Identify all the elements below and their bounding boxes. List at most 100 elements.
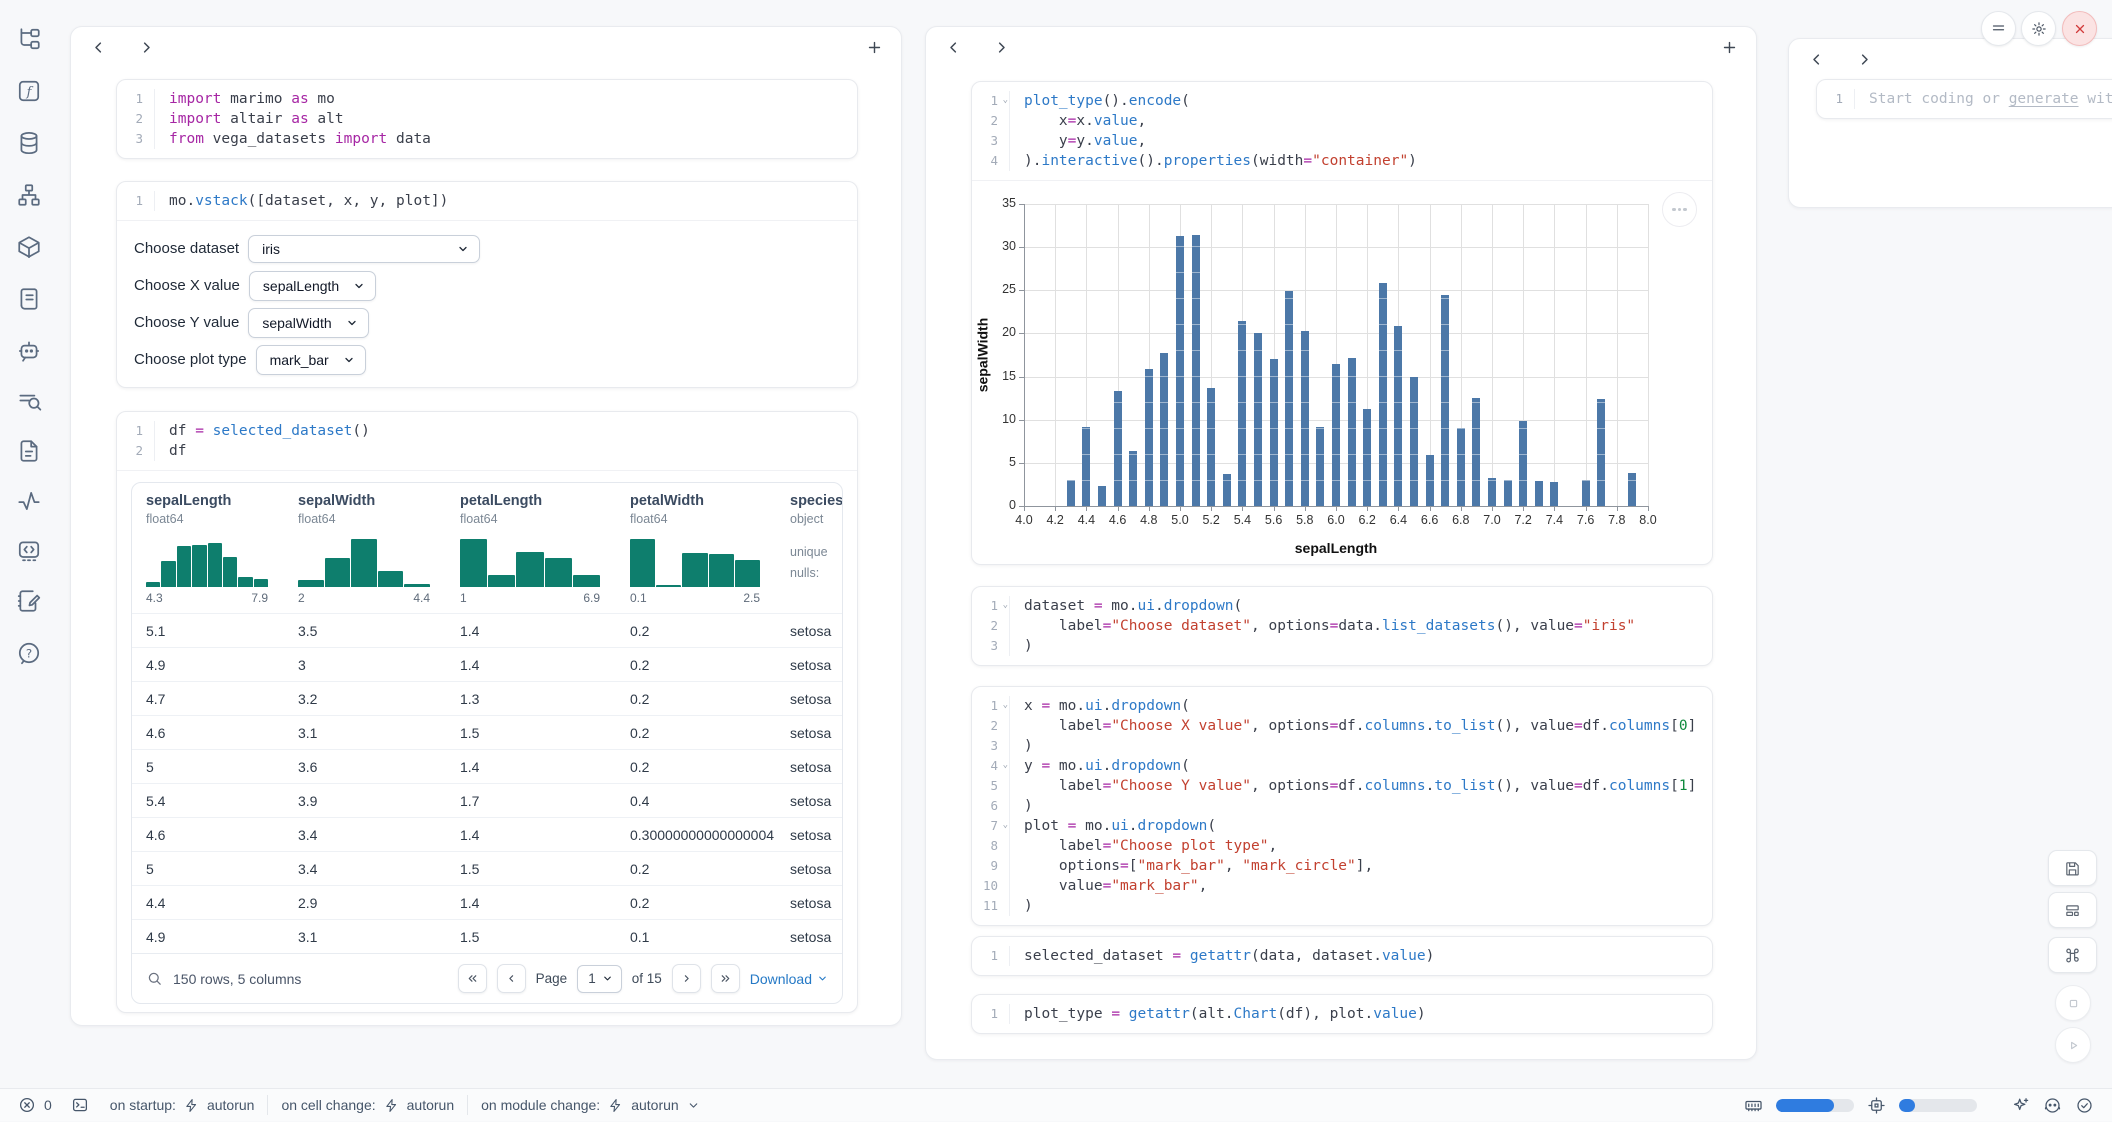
- code-line[interactable]: ): [1010, 796, 1033, 816]
- table-row[interactable]: 4.73.21.30.2setosa: [132, 681, 842, 715]
- code-line[interactable]: label="Choose Y value", options=df.colum…: [1010, 776, 1696, 796]
- generate-link[interactable]: generate: [2009, 91, 2079, 107]
- error-counter[interactable]: 0: [18, 1096, 52, 1114]
- fold-chevron-icon[interactable]: ⌄: [1003, 761, 1008, 770]
- code-line[interactable]: options=["mark_bar", "mark_circle"],: [1010, 856, 1373, 876]
- cell-imports[interactable]: 1import marimo as mo2import altair as al…: [116, 79, 858, 159]
- bar[interactable]: [1410, 377, 1418, 506]
- table-row[interactable]: 4.63.41.40.30000000000000004setosa: [132, 817, 842, 851]
- check-circle-icon[interactable]: [2075, 1096, 2094, 1115]
- code-square-icon[interactable]: [16, 538, 42, 564]
- code-line[interactable]: plot_type().encode(: [1010, 91, 1190, 111]
- code-line[interactable]: label="Choose X value", options=df.colum…: [1010, 716, 1696, 736]
- bar[interactable]: [1129, 451, 1137, 506]
- cell-plot-type[interactable]: 1plot_type = getattr(alt.Chart(df), plot…: [971, 994, 1713, 1034]
- column-header[interactable]: speciesobjectuniquenulls:: [790, 493, 842, 605]
- bar[interactable]: [1379, 283, 1387, 506]
- bar[interactable]: [1441, 295, 1449, 506]
- column-header[interactable]: petalWidthfloat640.12.5: [630, 493, 790, 605]
- cell-empty[interactable]: 1 Start coding or generate with AI: [1816, 79, 2112, 119]
- page-select[interactable]: 1: [577, 965, 622, 993]
- code-editor[interactable]: 1import marimo as mo2import altair as al…: [117, 80, 857, 158]
- command-palette-button[interactable]: [2048, 937, 2097, 973]
- history-back-icon[interactable]: [942, 36, 964, 58]
- file-tree-icon[interactable]: [16, 26, 42, 52]
- bar[interactable]: [1457, 428, 1465, 506]
- stop-button[interactable]: [2055, 985, 2091, 1021]
- runtime-toggle[interactable]: on module change:autorun: [481, 1097, 700, 1113]
- add-cell-icon[interactable]: [863, 36, 885, 58]
- settings-button[interactable]: [2021, 11, 2056, 46]
- code-line[interactable]: mo.vstack([dataset, x, y, plot]): [155, 191, 448, 211]
- bar[interactable]: [1067, 480, 1075, 506]
- cell-selected-dataset[interactable]: 1selected_dataset = getattr(data, datase…: [971, 936, 1713, 976]
- database-icon[interactable]: [16, 130, 42, 156]
- code-line[interactable]: value="mark_bar",: [1010, 876, 1207, 896]
- code-editor[interactable]: 1selected_dataset = getattr(data, datase…: [972, 937, 1712, 975]
- bar[interactable]: [1238, 321, 1246, 506]
- layout-button[interactable]: [2048, 892, 2097, 928]
- bar[interactable]: [1285, 291, 1293, 506]
- runtime-toggle[interactable]: on startup:autorun: [110, 1097, 255, 1113]
- column-header[interactable]: sepalLengthfloat644.37.9: [146, 493, 298, 605]
- code-line[interactable]: df = selected_dataset(): [155, 421, 370, 441]
- dropdown-select[interactable]: mark_bar: [256, 345, 366, 375]
- code-editor[interactable]: 1⌄dataset = mo.ui.dropdown(2 label="Choo…: [972, 587, 1712, 665]
- bar[interactable]: [1223, 474, 1231, 506]
- dropdown-select[interactable]: iris: [248, 235, 480, 263]
- code-line[interactable]: from vega_datasets import data: [155, 129, 431, 149]
- table-row[interactable]: 4.42.91.40.2setosa: [132, 885, 842, 919]
- bar[interactable]: [1301, 331, 1309, 506]
- fold-chevron-icon[interactable]: ⌄: [1003, 821, 1008, 830]
- package-icon[interactable]: [16, 234, 42, 260]
- fold-chevron-icon[interactable]: ⌄: [1003, 601, 1008, 610]
- table-row[interactable]: 4.63.11.50.2setosa: [132, 715, 842, 749]
- bar[interactable]: [1082, 427, 1090, 506]
- prev-page-button[interactable]: [497, 964, 526, 993]
- file-text-icon[interactable]: [16, 438, 42, 464]
- bar[interactable]: [1582, 480, 1590, 506]
- bar[interactable]: [1394, 326, 1402, 506]
- code-line[interactable]: ): [1010, 736, 1033, 756]
- bar[interactable]: [1332, 364, 1340, 506]
- history-back-icon[interactable]: [87, 36, 109, 58]
- code-line[interactable]: x = mo.ui.dropdown(: [1010, 696, 1190, 716]
- history-back-icon[interactable]: [1805, 48, 1827, 70]
- menu-button[interactable]: [1981, 11, 2016, 46]
- code-line[interactable]: y=y.value,: [1010, 131, 1146, 151]
- help-circle-icon[interactable]: ?: [16, 640, 42, 666]
- bar[interactable]: [1519, 421, 1527, 506]
- history-forward-icon[interactable]: [1853, 48, 1875, 70]
- table-row[interactable]: 5.13.51.40.2setosa: [132, 613, 842, 647]
- column-header[interactable]: petalLengthfloat6416.9: [460, 493, 630, 605]
- list-search-icon[interactable]: [16, 388, 42, 414]
- code-editor[interactable]: 1df = selected_dataset()2df: [117, 412, 857, 470]
- bar[interactable]: [1628, 473, 1636, 506]
- close-panel-button[interactable]: [2062, 11, 2097, 46]
- download-button[interactable]: Download: [750, 971, 828, 987]
- bar[interactable]: [1254, 333, 1262, 506]
- bar[interactable]: [1504, 480, 1512, 506]
- table-row[interactable]: 53.61.40.2setosa: [132, 749, 842, 783]
- cell-chart[interactable]: 1⌄plot_type().encode(2 x=x.value,3 y=y.v…: [971, 81, 1713, 565]
- bar[interactable]: [1160, 353, 1168, 506]
- function-square-icon[interactable]: f: [16, 78, 42, 104]
- cell-vstack[interactable]: 1mo.vstack([dataset, x, y, plot]) Choose…: [116, 181, 858, 388]
- code-editor[interactable]: 1⌄x = mo.ui.dropdown(2 label="Choose X v…: [972, 687, 1712, 925]
- bar[interactable]: [1348, 358, 1356, 506]
- search-icon[interactable]: [146, 970, 163, 987]
- table-row[interactable]: 53.41.50.2setosa: [132, 851, 842, 885]
- code-line[interactable]: ): [1010, 636, 1033, 656]
- table-row[interactable]: 4.931.40.2setosa: [132, 647, 842, 681]
- bar[interactable]: [1176, 236, 1184, 506]
- code-line[interactable]: y = mo.ui.dropdown(: [1010, 756, 1190, 776]
- cell-dataframe[interactable]: 1df = selected_dataset()2df sepalLengthf…: [116, 411, 858, 1013]
- scroll-text-icon[interactable]: [16, 286, 42, 312]
- bar[interactable]: [1472, 398, 1480, 506]
- bar[interactable]: [1550, 482, 1558, 506]
- dropdown-select[interactable]: sepalWidth: [248, 308, 368, 338]
- table-row[interactable]: 4.93.11.50.1setosa: [132, 919, 842, 953]
- code-line[interactable]: label="Choose plot type",: [1010, 836, 1277, 856]
- bar[interactable]: [1098, 486, 1106, 506]
- bar[interactable]: [1270, 359, 1278, 506]
